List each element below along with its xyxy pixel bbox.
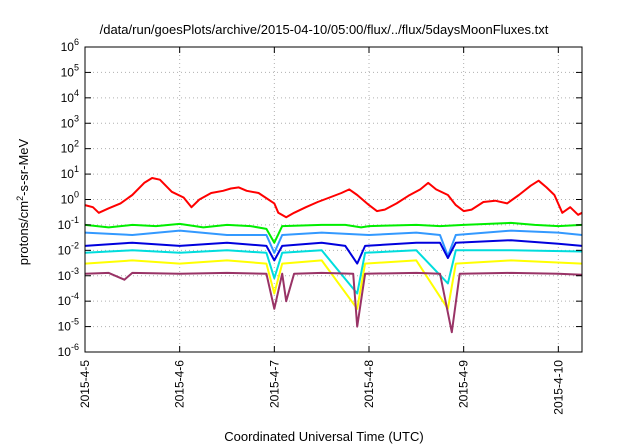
y-tick-label: 103 — [61, 113, 79, 130]
axis-ticks: 10-6 10-5 10-4 10-3 10-2 10-1 100 101 102 103 104 1… — [58, 37, 582, 415]
series-line — [84, 229, 583, 257]
series-line — [84, 239, 583, 265]
y-tick-label: 100 — [61, 190, 79, 207]
y-axis-label-rest: -s-sr-MeV — [16, 138, 31, 195]
y-tick-label: 101 — [61, 164, 79, 181]
y-tick-label: 10-2 — [58, 240, 79, 257]
x-tick-label: 2015-4-9 — [457, 360, 471, 408]
x-axis-label: Coordinated Universal Time (UTC) — [224, 429, 423, 444]
y-tick-label: 10-1 — [58, 215, 79, 232]
chart-title: /data/run/goesPlots/archive/2015-04-10/0… — [100, 22, 549, 37]
y-axis-label-base: protons/cm — [16, 201, 31, 265]
x-tick-label: 2015-4-8 — [362, 360, 376, 408]
y-tick-label: 104 — [61, 88, 79, 105]
series-line — [84, 259, 583, 310]
y-tick-label: 10-4 — [58, 291, 79, 308]
series-line — [84, 249, 583, 295]
x-tick-label: 2015-4-7 — [267, 360, 281, 408]
series-line — [84, 221, 583, 244]
grid-lines — [85, 47, 582, 352]
series-line — [84, 177, 583, 219]
y-tick-label: 102 — [61, 139, 79, 156]
series-lines — [84, 177, 583, 334]
y-axis-label-sup: 2 — [15, 196, 25, 201]
y-tick-label: 10-5 — [58, 317, 79, 334]
series-line — [84, 271, 583, 334]
y-axis-label: protons/cm2-s-sr-MeV — [15, 138, 31, 265]
x-tick-label: 2015-4-6 — [173, 360, 187, 408]
x-tick-label: 2015-4-10 — [551, 360, 565, 415]
y-tick-label: 105 — [61, 62, 79, 79]
x-tick-label: 2015-4-5 — [78, 360, 92, 408]
y-tick-label: 10-6 — [58, 342, 79, 359]
y-tick-label: 106 — [61, 37, 79, 54]
y-tick-label: 10-3 — [58, 266, 79, 283]
